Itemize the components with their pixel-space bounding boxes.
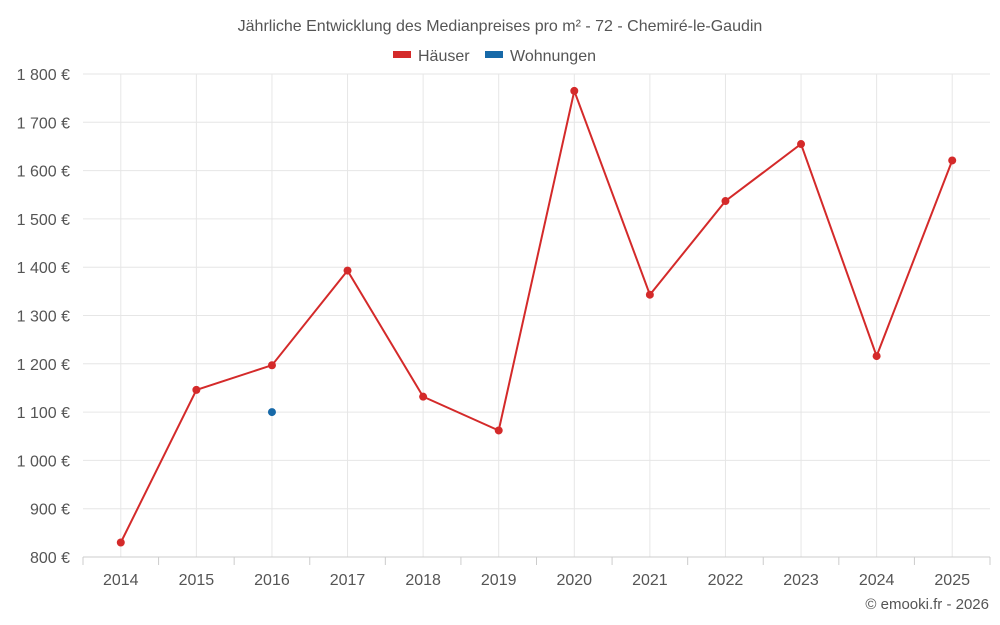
- data-point-haeuser[interactable]: [343, 266, 352, 275]
- data-point-haeuser[interactable]: [872, 352, 881, 361]
- y-tick-label: 1 400 €: [17, 260, 70, 277]
- x-tick-label: 2022: [708, 572, 744, 589]
- y-tick-label: 1 200 €: [17, 357, 70, 374]
- x-tick-label: 2016: [254, 572, 290, 589]
- x-tick-label: 2015: [179, 572, 215, 589]
- data-point-haeuser[interactable]: [494, 426, 503, 435]
- y-tick-label: 800 €: [30, 550, 70, 567]
- legend-swatch-wohnungen: [485, 51, 503, 58]
- data-point-haeuser[interactable]: [116, 538, 125, 547]
- data-point-haeuser[interactable]: [721, 197, 730, 206]
- legend-swatch-haeuser: [393, 51, 411, 58]
- chart-title: Jährliche Entwicklung des Medianpreises …: [238, 18, 763, 35]
- x-tick-label: 2018: [405, 572, 441, 589]
- y-tick-label: 1 500 €: [17, 212, 70, 229]
- y-tick-label: 1 300 €: [17, 309, 70, 326]
- x-tick-label: 2024: [859, 572, 895, 589]
- data-point-wohnungen[interactable]: [267, 408, 276, 417]
- legend-item-wohnungen[interactable]: Wohnungen: [485, 48, 596, 65]
- legend-item-haeuser[interactable]: Häuser: [393, 48, 470, 65]
- y-tick-label: 1 000 €: [17, 453, 70, 470]
- grid: [83, 73, 990, 557]
- y-tick-label: 1 800 €: [17, 67, 70, 84]
- series: [116, 86, 957, 547]
- data-point-haeuser[interactable]: [645, 290, 654, 299]
- data-point-haeuser[interactable]: [570, 86, 579, 95]
- y-axis: 800 € 900 € 1 000 € 1 100 € 1 200 € 1 300 € 1 …: [17, 67, 70, 567]
- series-line-haeuser: [119, 87, 954, 543]
- data-point-haeuser[interactable]: [797, 140, 806, 149]
- y-tick-label: 1 700 €: [17, 115, 70, 132]
- y-tick-label: 1 600 €: [17, 164, 70, 181]
- legend-label-haeuser: Häuser: [418, 48, 470, 65]
- y-tick-label: 1 100 €: [17, 405, 70, 422]
- x-tick-label: 2020: [556, 572, 592, 589]
- data-point-haeuser[interactable]: [948, 156, 957, 165]
- x-axis: 2014 2015 2016 2017 2018 2019 2020 2021 2022 2023…: [82, 556, 991, 589]
- data-point-haeuser[interactable]: [192, 385, 201, 394]
- credit-text: © emooki.fr - 2026: [865, 596, 989, 613]
- x-tick-label: 2017: [330, 572, 366, 589]
- data-point-haeuser[interactable]: [419, 392, 428, 401]
- x-tick-label: 2019: [481, 572, 517, 589]
- y-tick-label: 900 €: [30, 502, 70, 519]
- data-point-haeuser[interactable]: [267, 361, 276, 370]
- x-tick-label: 2025: [934, 572, 970, 589]
- x-tick-label: 2014: [103, 572, 139, 589]
- legend: Häuser Wohnungen: [393, 48, 596, 65]
- series-haeuser: [116, 86, 957, 547]
- series-wohnungen: [267, 408, 276, 417]
- legend-label-wohnungen: Wohnungen: [510, 48, 596, 65]
- x-tick-label: 2021: [632, 572, 668, 589]
- x-tick-label: 2023: [783, 572, 819, 589]
